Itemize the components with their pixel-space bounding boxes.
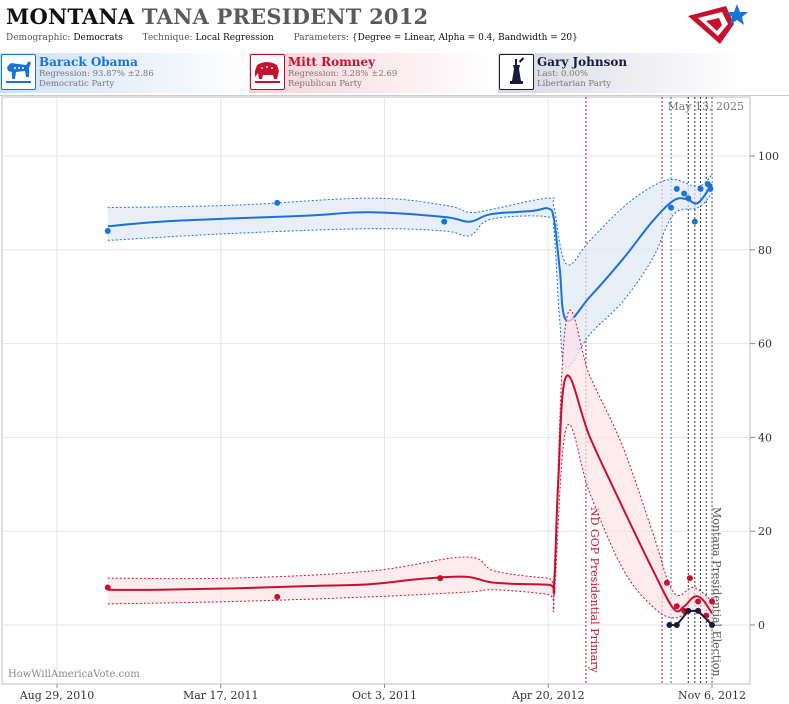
- watermark: HowWillAmericaVote.com: [8, 669, 140, 680]
- candidate-legend: Barack Obama Regression: 93.87% ±2.86 De…: [0, 53, 789, 94]
- y-tick-label: 40: [758, 431, 772, 444]
- y-tick-label: 80: [758, 244, 772, 257]
- annotation-label: ND GOP Presidential Primary: [588, 507, 601, 674]
- poll-point: [685, 195, 692, 202]
- series-1: [104, 309, 715, 624]
- candidate-party: Libertarian Party: [537, 79, 612, 89]
- series-0: [104, 174, 714, 368]
- band-lower-line: [107, 424, 713, 624]
- candidate-stat: Regression: 3.28% ±2.69: [288, 69, 398, 79]
- poll-point: [437, 575, 444, 582]
- poll-point: [695, 607, 702, 614]
- y-tick-label: 20: [758, 525, 772, 538]
- liberty-icon: [499, 54, 534, 90]
- poll-point: [104, 584, 111, 591]
- poll-point: [707, 185, 714, 192]
- x-tick-label: Aug 29, 2010: [19, 689, 95, 702]
- title-state: MONTANA: [6, 4, 135, 29]
- y-tick-label: 60: [758, 338, 772, 351]
- candidate-party: Democratic Party: [39, 79, 115, 89]
- candidate-name: Mitt Romney: [288, 55, 376, 69]
- params-value: {Degree = Linear, Alpha = 0.4, Bandwidth…: [351, 33, 578, 43]
- poll-point: [104, 228, 111, 235]
- poll-point: [695, 598, 702, 605]
- poll-point: [274, 593, 281, 600]
- site-logo-icon[interactable]: [686, 2, 750, 48]
- candidate-name: Barack Obama: [39, 55, 138, 69]
- confidence-band: [107, 174, 713, 368]
- candidate-card-johnson[interactable]: Gary Johnson Last: 0.00% Libertarian Par…: [498, 53, 743, 93]
- parameter-line: Demographic: Democrats Technique: Local …: [6, 33, 578, 43]
- poll-point: [666, 622, 673, 628]
- elephant-icon: [250, 54, 285, 90]
- chart-date: May 13, 2025: [667, 100, 744, 113]
- poll-point: [709, 622, 715, 628]
- demographic-label: Demographic:: [6, 33, 71, 43]
- confidence-band: [107, 310, 713, 623]
- x-tick-label: Oct 3, 2011: [352, 689, 417, 702]
- poll-point: [274, 199, 281, 206]
- poll-point: [668, 204, 675, 211]
- poll-point: [691, 218, 698, 225]
- donkey-icon: [1, 54, 36, 90]
- candidate-party: Republican Party: [288, 79, 362, 89]
- poll-point: [681, 190, 688, 197]
- technique-label: Technique:: [142, 33, 193, 43]
- demographic-value: Democrats: [73, 33, 123, 43]
- band-upper-line: [107, 174, 713, 266]
- poll-point: [663, 579, 670, 586]
- series-line: [107, 374, 713, 614]
- poll-point: [673, 603, 680, 610]
- poll-point: [704, 181, 711, 188]
- series-line: [107, 183, 713, 323]
- title-rest: TANA PRESIDENT 2012: [141, 4, 429, 29]
- candidate-name: Gary Johnson: [537, 55, 628, 69]
- x-tick-label: Nov 6, 2012: [678, 689, 746, 702]
- candidate-stat: Regression: 93.87% ±2.86: [39, 69, 154, 79]
- legend-divider: [0, 95, 789, 96]
- candidate-card-obama[interactable]: Barack Obama Regression: 93.87% ±2.86 De…: [0, 53, 245, 93]
- poll-point: [673, 622, 680, 628]
- x-tick-label: Mar 17, 2011: [183, 689, 259, 702]
- poll-point: [697, 185, 704, 192]
- y-tick-label: 0: [758, 619, 765, 632]
- x-tick-label: Apr 20, 2012: [511, 689, 585, 702]
- page-title: MONTANA TANA PRESIDENT 2012: [6, 4, 428, 29]
- y-tick-label: 100: [758, 150, 779, 163]
- series-2: [666, 607, 715, 628]
- poll-point: [686, 575, 693, 582]
- annotation-label: Montana Presidential Election: [710, 507, 723, 676]
- poll-point: [709, 598, 715, 605]
- poll-point: [685, 607, 692, 614]
- band-lower-line: [107, 193, 713, 368]
- poll-point: [673, 185, 680, 192]
- technique-value: Local Regression: [195, 33, 274, 43]
- candidate-card-romney[interactable]: Mitt Romney Regression: 3.28% ±2.69 Repu…: [249, 53, 494, 93]
- candidate-stat: Last: 0.00%: [537, 69, 589, 79]
- poll-point: [441, 218, 448, 225]
- params-label: Parameters:: [293, 33, 350, 43]
